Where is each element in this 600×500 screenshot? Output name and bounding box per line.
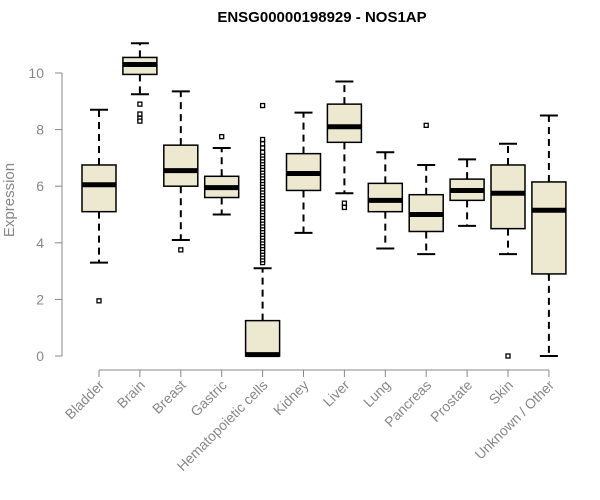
outlier-point [423,122,429,129]
outlier-point [341,204,348,211]
y-tick-label: 0 [36,348,44,364]
outlier-point [341,200,348,206]
box-group [449,158,485,227]
outlier-point [137,118,143,124]
outlier-point [96,298,102,304]
box-group [203,134,240,216]
box-group [408,122,444,256]
x-tick-label: Brain [114,377,148,411]
box-group [122,42,158,124]
box-group [367,151,404,250]
y-axis-label: Expression [1,163,18,237]
box-series [81,42,567,359]
box-iqr [81,164,117,213]
outlier-point [137,111,143,117]
box-iqr [326,103,363,144]
outlier-point [259,141,266,147]
x-tick-label: Kidney [270,377,312,419]
outlier-point [178,247,184,253]
y-tick-label: 2 [36,291,44,307]
box-group [244,102,281,358]
box-group [490,142,526,359]
chart-title: ENSG00000198929 - NOS1AP [217,9,426,26]
y-tick-label: 10 [28,65,44,81]
x-tick-label: Liver [320,377,353,410]
y-tick-label: 8 [36,122,44,138]
outlier-point [219,134,225,140]
outlier-point [137,101,143,107]
box-group [326,80,363,211]
box-iqr [531,181,567,275]
y-axis: 0 2 4 6 8 10 [28,65,63,364]
box-iqr [367,182,404,213]
x-tick-label: Lung [360,377,393,410]
box-group [163,90,199,253]
x-tick-label: Prostate [427,377,475,425]
y-tick-label: 4 [36,235,44,251]
x-tick-label: Skin [486,377,517,408]
outlier-point [259,102,266,109]
box-group [81,108,117,304]
box-iqr [163,144,199,187]
x-tick-label: Bladder [62,377,108,423]
y-tick-label: 6 [36,178,44,194]
outlier-point [259,149,266,155]
box-iqr [490,164,526,230]
box-iqr [244,319,281,357]
outlier-point [259,145,266,151]
x-tick-label: Breast [149,377,189,417]
box-group [285,111,322,234]
box-group [531,114,567,357]
outlier-point [259,136,266,143]
outlier-point [505,353,511,359]
